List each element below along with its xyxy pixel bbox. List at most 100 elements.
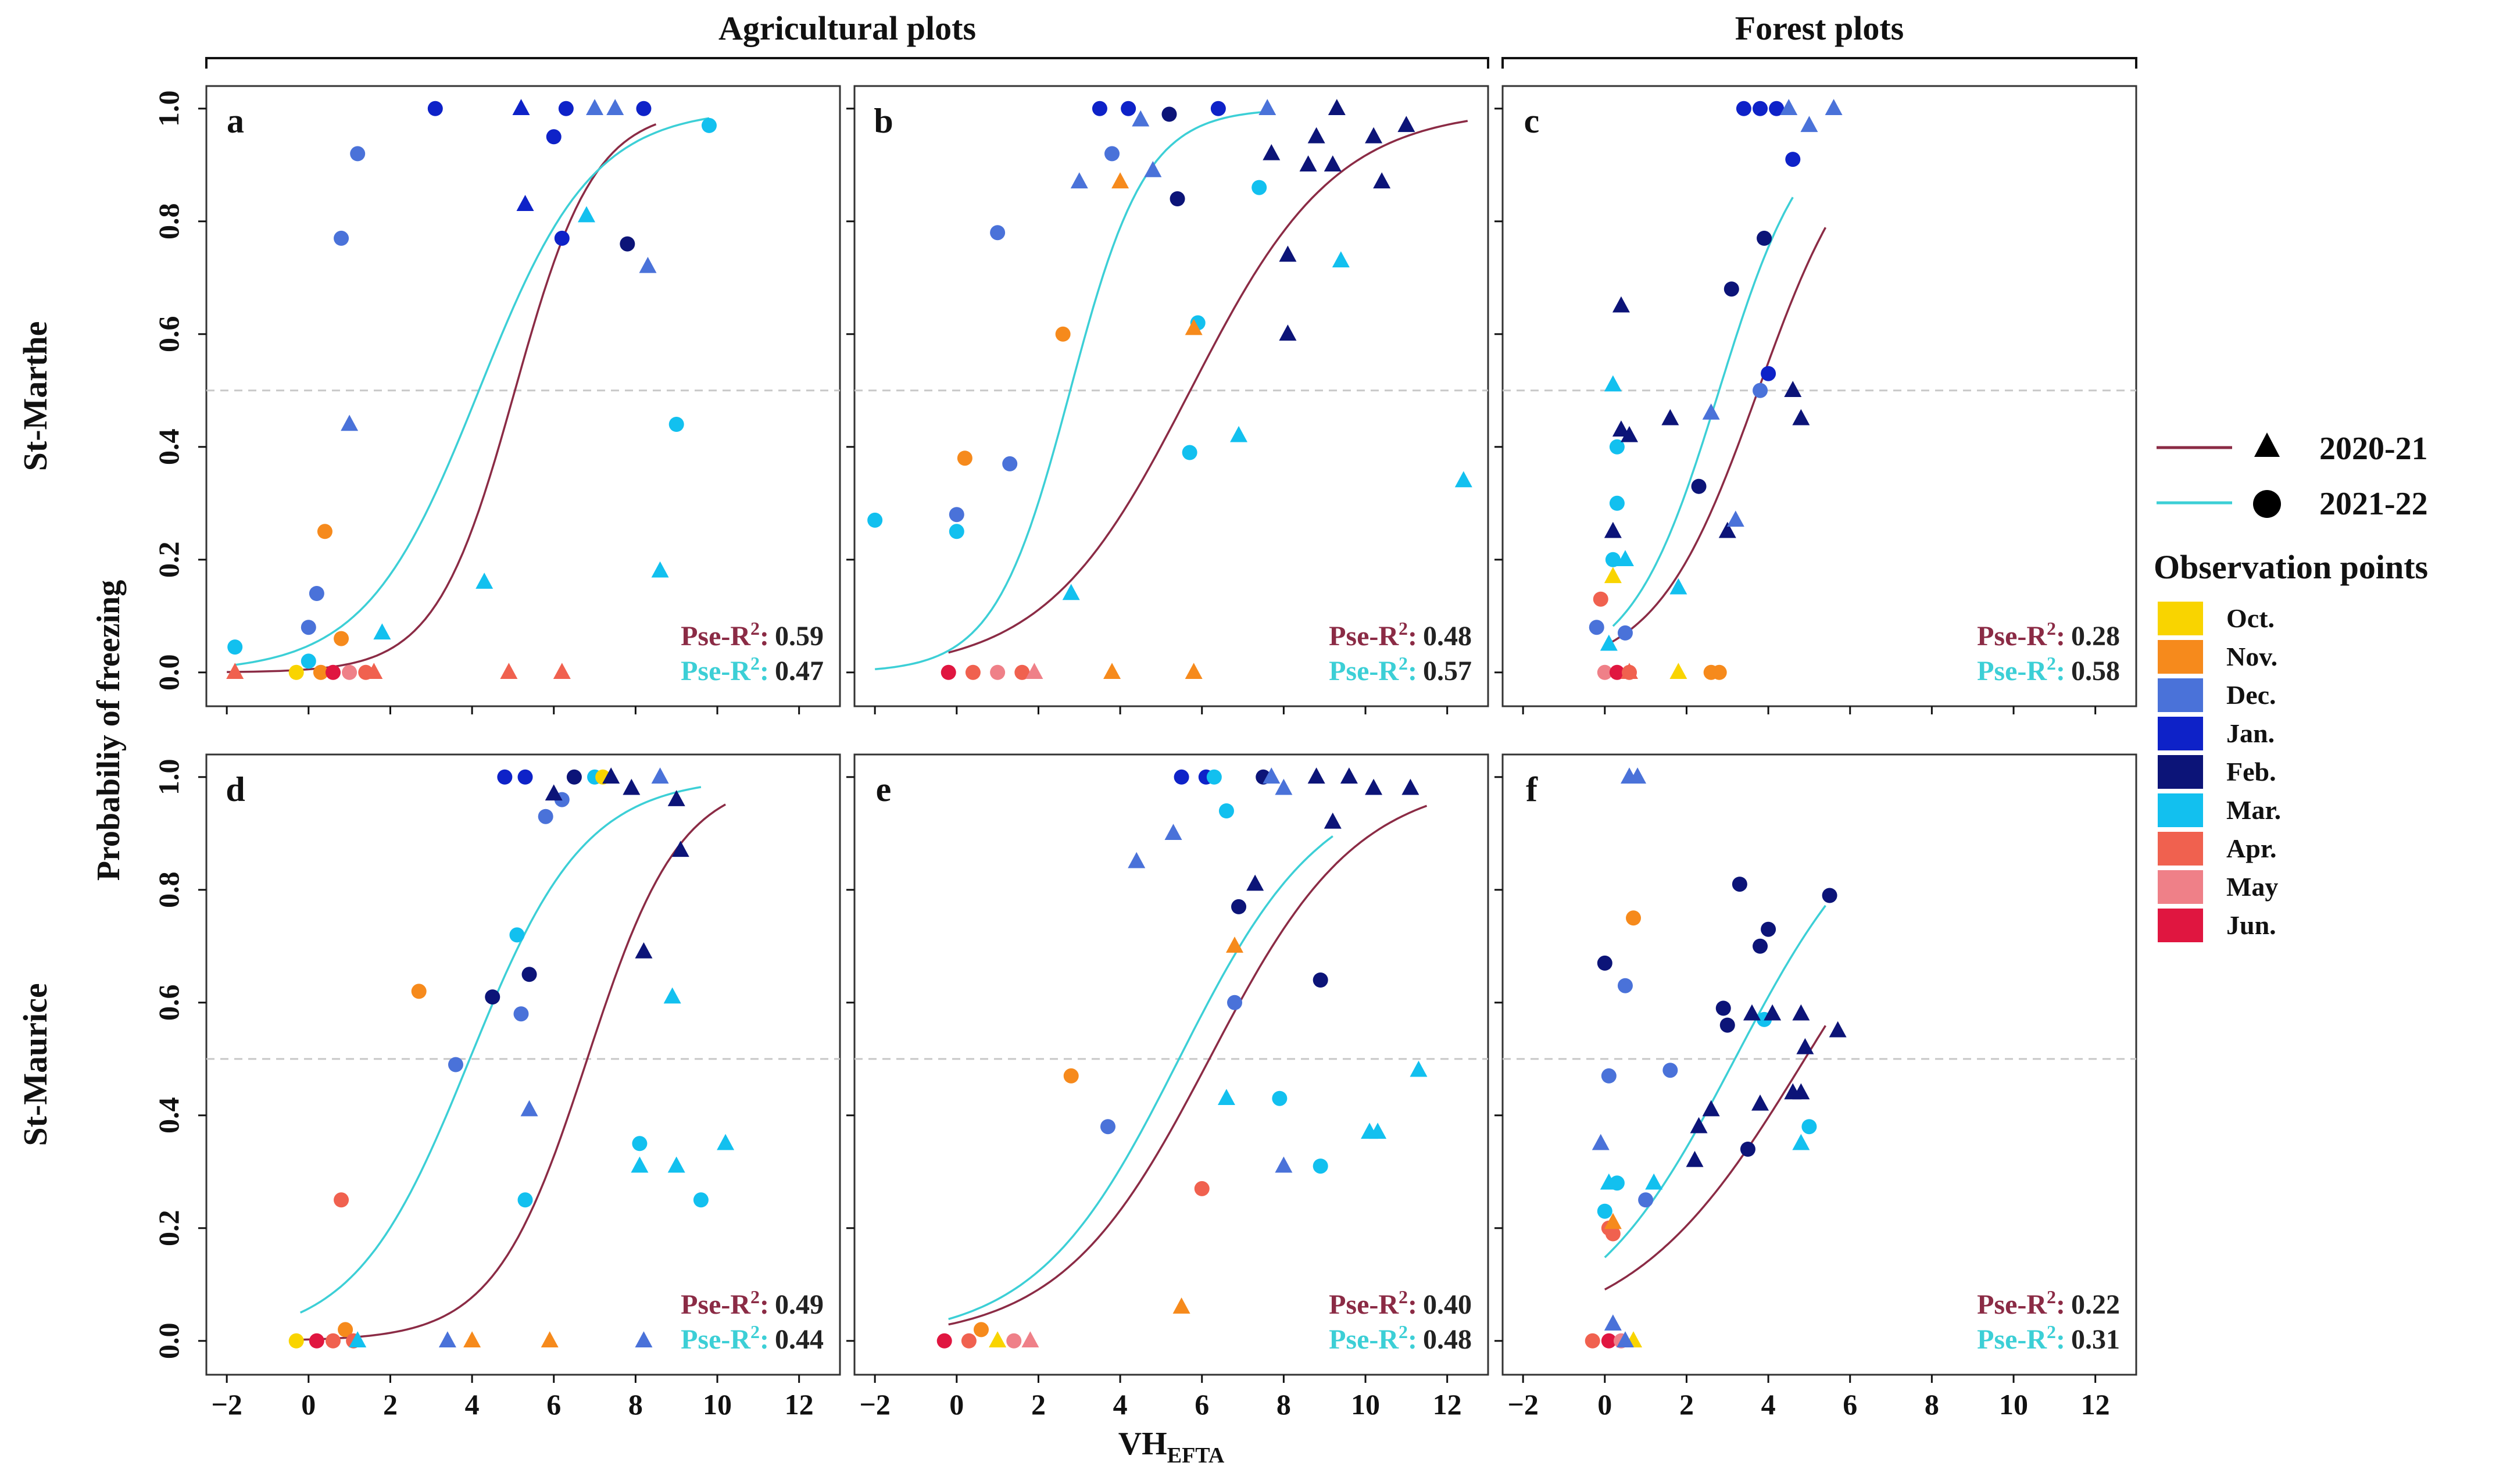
data-point-triangle (1328, 99, 1346, 116)
y-tick-label: 0.8 (152, 203, 185, 240)
group-label: Agricultural plots (718, 9, 976, 47)
panel-letter: b (874, 102, 893, 140)
data-point-circle (1753, 382, 1768, 398)
data-point-circle (1715, 1000, 1731, 1016)
r2-label: Pse-R (1977, 1324, 2047, 1355)
data-point-triangle (1401, 778, 1419, 795)
x-axis-title: VHEFTA (1118, 1426, 1225, 1468)
data-point-triangle (1365, 778, 1383, 795)
data-point-circle (1605, 552, 1621, 567)
data-point-circle (1272, 1090, 1288, 1106)
data-point-triangle (1217, 1089, 1235, 1105)
data-point-circle (1609, 495, 1625, 511)
data-point-circle (961, 1333, 977, 1349)
data-point-triangle (1021, 1331, 1039, 1348)
data-point-circle (1121, 101, 1136, 116)
data-point-triangle (1226, 936, 1243, 953)
x-tick-label: 12 (2081, 1388, 2110, 1421)
r2-value: 0.48 (1423, 621, 1472, 652)
r2-annotation: Pse-R2: 0.48 (1329, 1321, 1472, 1355)
data-point-circle (867, 512, 883, 528)
r2-value: 0.28 (2071, 621, 2120, 652)
data-point-circle (1231, 899, 1247, 914)
r2-colon: : (1408, 621, 1417, 652)
data-point-triangle (1829, 1021, 1847, 1038)
data-point-triangle (602, 767, 620, 784)
legend-swatch (2158, 755, 2203, 789)
data-point-circle (309, 586, 324, 601)
legend-swatch (2158, 602, 2203, 635)
data-point-circle (288, 1333, 304, 1349)
r2-value: 0.48 (1423, 1324, 1472, 1355)
legend-marker-circle (2253, 490, 2281, 518)
x-tick-label: 2 (1031, 1388, 1046, 1421)
y-tick-label: 0.2 (152, 1210, 185, 1247)
data-point-triangle (606, 99, 624, 116)
r2-sup: 2 (1399, 1286, 1408, 1307)
data-point-triangle (545, 784, 563, 801)
data-point-triangle (1070, 172, 1088, 189)
data-point-circle (1585, 1333, 1600, 1349)
data-point-circle (1601, 1333, 1617, 1349)
r2-value: 0.40 (1423, 1289, 1472, 1320)
data-point-triangle (1825, 99, 1843, 116)
data-point-circle (693, 1192, 709, 1208)
data-point-circle (1626, 910, 1642, 926)
group-bracket (1501, 57, 2137, 69)
fit-curve-2021-22 (1604, 904, 1826, 1258)
r2-sup: 2 (2047, 1321, 2056, 1342)
r2-sup: 2 (750, 1286, 760, 1307)
x-tick-label: 12 (785, 1388, 814, 1421)
data-point-circle (1055, 326, 1071, 342)
data-point-circle (990, 664, 1006, 680)
data-point-circle (701, 117, 717, 133)
data-point-circle (1757, 230, 1772, 246)
data-point-triangle (1600, 634, 1618, 651)
data-point-circle (1206, 769, 1222, 785)
data-point-circle (497, 769, 513, 785)
x-tick-label: 8 (628, 1388, 643, 1421)
data-point-triangle (1796, 1038, 1814, 1054)
data-point-triangle (1258, 99, 1276, 116)
data-point-triangle (651, 767, 669, 784)
data-point-circle (1769, 101, 1785, 116)
data-point-triangle (1373, 172, 1391, 189)
data-point-circle (1719, 1017, 1735, 1033)
y-tick-label: 0.8 (152, 872, 185, 909)
r2-sup: 2 (2047, 653, 2056, 674)
x-tick-label: 0 (1597, 1388, 1612, 1421)
data-point-triangle (667, 1156, 685, 1173)
data-point-circle (1194, 1181, 1210, 1196)
x-tick-label: 0 (301, 1388, 316, 1421)
data-point-triangle (1454, 471, 1472, 488)
group-headers: Agricultural plots Forest plots (205, 9, 2137, 69)
data-point-circle (538, 809, 553, 824)
x-tick-label: 12 (1433, 1388, 1462, 1421)
x-tick-label: 10 (1351, 1388, 1380, 1421)
data-point-triangle (1103, 663, 1121, 680)
fit-curve-2021-22 (948, 835, 1333, 1320)
data-point-circle (301, 653, 316, 669)
x-tick-label: 2 (1679, 1388, 1694, 1421)
panel-letter: f (1526, 770, 1538, 809)
data-point-triangle (1604, 521, 1622, 538)
data-point-triangle (663, 987, 681, 1004)
data-point-triangle (1616, 1331, 1634, 1348)
data-point-triangle (1669, 578, 1687, 595)
data-point-circle (1609, 664, 1625, 680)
data-point-circle (1662, 1063, 1678, 1078)
data-point-circle (632, 1136, 648, 1152)
data-point-circle (1761, 921, 1776, 937)
data-point-triangle (1792, 1083, 1810, 1100)
data-point-triangle (1263, 767, 1281, 784)
r2-value: 0.44 (775, 1324, 824, 1355)
data-point-circle (1638, 1192, 1654, 1208)
r2-colon: : (760, 1324, 769, 1355)
data-point-circle (317, 524, 332, 539)
data-point-triangle (1751, 1094, 1769, 1111)
r2-annotation: Pse-R2: 0.47 (681, 653, 824, 686)
data-point-circle (1174, 769, 1189, 785)
data-point-circle (620, 236, 635, 252)
r2-sup: 2 (750, 653, 760, 674)
